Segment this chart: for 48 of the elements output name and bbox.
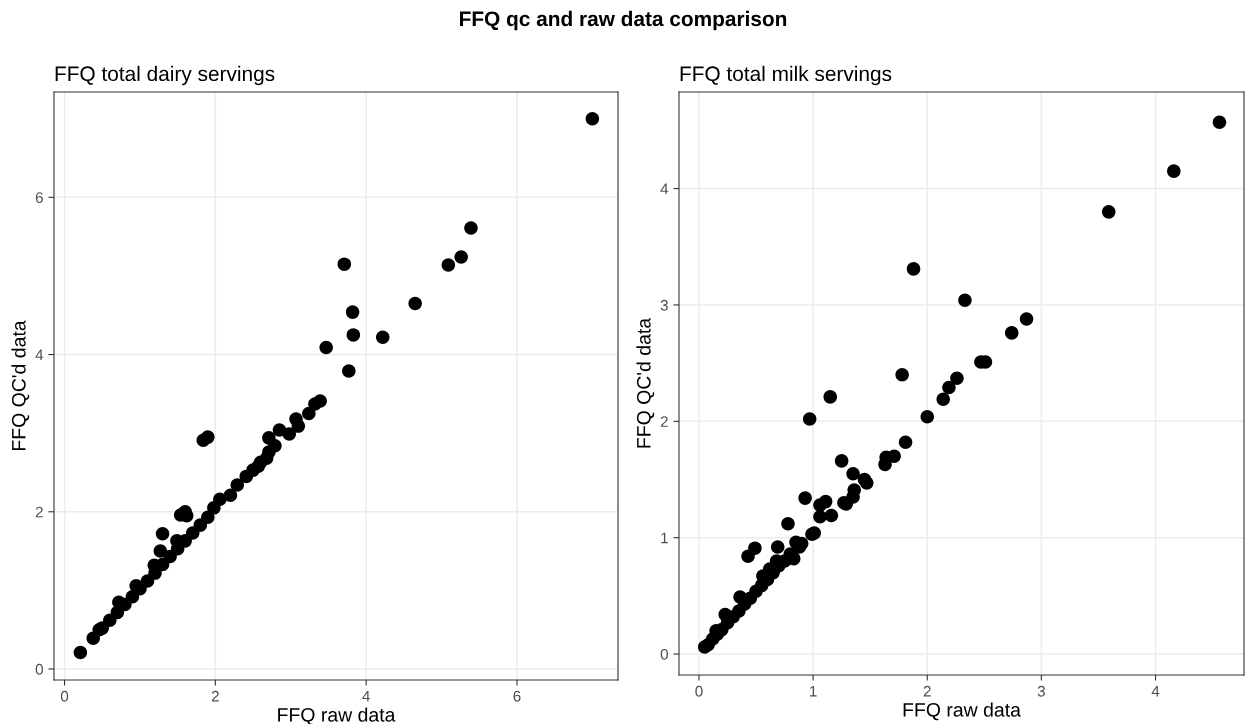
x-tick-label: 0	[695, 685, 703, 697]
x-tick-label: 3	[1037, 685, 1045, 697]
point	[196, 433, 211, 448]
point	[342, 364, 356, 378]
point	[408, 296, 422, 311]
chart-subtitle: FFQ total dairy servings	[55, 65, 275, 86]
point	[308, 397, 322, 411]
point	[454, 250, 468, 264]
y-tick-label: 4	[35, 349, 44, 361]
y-tick-label: 0	[660, 648, 668, 660]
point	[464, 221, 478, 235]
x-axis-title: FFQ raw data	[903, 702, 1021, 721]
point	[253, 455, 268, 470]
chart-subtitle: FFQ total milk servings	[680, 65, 892, 86]
point	[272, 423, 287, 437]
point	[345, 305, 360, 319]
x-tick-label: 4	[1151, 685, 1160, 697]
x-tick-label: 4	[362, 690, 370, 702]
point	[337, 257, 352, 271]
x-tick-label: 1	[810, 685, 817, 697]
x-tick-label: 2	[923, 685, 931, 697]
y-tick-label: 4	[660, 183, 669, 195]
point	[441, 258, 456, 272]
point	[585, 111, 600, 126]
point	[375, 330, 390, 345]
point	[155, 527, 170, 541]
y-tick-label: 1	[661, 532, 668, 544]
y-tick-label: 2	[660, 416, 668, 427]
point	[346, 328, 361, 342]
y-tick-label: 0	[35, 663, 43, 675]
x-tick-label: 2	[211, 690, 219, 702]
point	[207, 501, 221, 515]
point	[201, 510, 215, 525]
y-tick-label: 6	[35, 192, 43, 204]
point	[153, 544, 168, 558]
point	[223, 488, 238, 503]
y-axis-title: FFQ QC'd data	[11, 320, 30, 451]
y-tick-label: 3	[660, 299, 668, 311]
x-tick-label: 0	[60, 690, 69, 702]
point	[230, 478, 244, 492]
point	[291, 419, 306, 433]
chart-title: FFQ qc and raw data comparison	[460, 10, 787, 31]
point	[302, 406, 316, 421]
point	[319, 340, 333, 355]
point	[73, 645, 88, 660]
y-axis-title: FFQ QC'd data	[636, 317, 655, 448]
x-tick-label: 6	[513, 690, 521, 702]
y-tick-label: 2	[35, 506, 43, 518]
